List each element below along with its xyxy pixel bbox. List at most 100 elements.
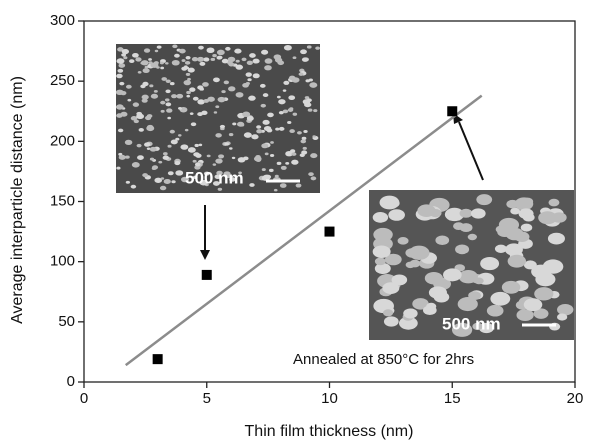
sem-grain — [519, 208, 534, 218]
sem-grain — [161, 77, 167, 81]
sem-grain — [435, 236, 449, 246]
sem-grain — [234, 49, 241, 54]
sem-grain — [199, 87, 204, 90]
sem-grain — [193, 152, 199, 156]
sem-grain — [198, 46, 204, 50]
sem-grain — [548, 199, 559, 207]
sem-grain — [129, 59, 134, 63]
sem-grain — [116, 58, 124, 64]
sem-grain — [160, 186, 166, 190]
sem-grain — [557, 304, 573, 315]
sem-grain — [373, 245, 391, 258]
sem-grain — [279, 111, 284, 114]
sem-grain — [430, 209, 442, 217]
sem-grain — [221, 90, 225, 93]
sem-grain — [300, 49, 307, 54]
sem-grain — [253, 59, 260, 64]
sem-grain — [182, 59, 186, 62]
sem-grain — [398, 237, 409, 245]
sem-grain — [289, 129, 295, 133]
sem-grain — [126, 85, 132, 89]
sem-grain — [213, 163, 217, 165]
sem-grain — [171, 180, 175, 183]
sem-grain — [256, 129, 262, 133]
sem-grain — [291, 160, 298, 165]
sem-grain — [288, 95, 295, 100]
sem-grain — [287, 121, 291, 124]
sem-grain — [165, 89, 170, 93]
sem-grain — [253, 73, 260, 78]
sem-grain — [299, 72, 304, 75]
sem-grain — [307, 98, 312, 102]
sem-grain — [468, 291, 481, 300]
annotation: Annealed at 850°C for 2hrs — [293, 351, 474, 368]
sem-grain — [117, 69, 123, 73]
sem-grain — [158, 161, 162, 164]
sem-grain — [308, 172, 314, 176]
sem-grain — [119, 82, 124, 86]
sem-grain — [251, 134, 258, 139]
x-tick-label: 0 — [80, 390, 88, 407]
y-axis-label: Average interparticle distance (nm) — [9, 76, 26, 324]
sem-grain — [490, 292, 510, 306]
sem-grain — [303, 147, 307, 150]
sem-grain — [285, 162, 289, 165]
sem-grain — [214, 111, 217, 113]
sem-grain — [136, 112, 142, 116]
sem-grain — [429, 286, 447, 299]
sem-grain — [152, 167, 157, 170]
sem-grain — [118, 63, 125, 68]
sem-grain — [166, 102, 172, 106]
sem-grain — [263, 93, 269, 97]
arrow — [459, 122, 483, 180]
sem-grain — [174, 161, 180, 165]
sem-grain — [160, 101, 165, 105]
sem-grain — [185, 67, 189, 70]
sem-grain — [215, 105, 219, 108]
sem-grain — [236, 92, 244, 97]
sem-grain — [256, 125, 261, 129]
sem-grain — [197, 112, 203, 116]
sem-grain — [455, 244, 469, 254]
sem-grain — [315, 46, 320, 49]
sem-grain — [127, 99, 131, 102]
x-tick-label: 15 — [444, 390, 461, 407]
sem-grain — [185, 61, 190, 65]
sem-grain — [277, 162, 282, 165]
sem-grain — [373, 228, 392, 242]
sem-grain — [157, 45, 162, 48]
sem-grain — [387, 199, 399, 207]
sem-grain — [192, 57, 198, 61]
sem-grain — [155, 50, 158, 52]
sem-grain — [382, 282, 399, 294]
sem-grain — [247, 78, 251, 81]
sem-grain — [236, 65, 244, 70]
sem-grain — [239, 123, 244, 126]
sem-grain — [262, 168, 266, 171]
sem-grain — [207, 47, 215, 53]
sem-grain — [242, 58, 247, 62]
sem-grain — [197, 99, 204, 104]
sem-grain — [242, 112, 250, 118]
sem-grain — [388, 209, 405, 221]
sem-grain — [154, 61, 159, 64]
scale-label: 500 nm — [185, 168, 244, 187]
sem-grain — [521, 224, 532, 232]
sem-grain — [119, 155, 126, 160]
sem-grain — [247, 61, 253, 65]
sem-grain — [311, 176, 317, 180]
sem-grain — [218, 154, 224, 158]
sem-grain — [228, 62, 234, 66]
sem-grain — [186, 56, 191, 60]
sem-grain — [423, 306, 437, 315]
sem-grain — [480, 257, 499, 270]
x-tick-label: 10 — [321, 390, 338, 407]
y-tick-label: 50 — [58, 313, 75, 330]
sem-grain — [125, 140, 133, 145]
sem-grain — [228, 57, 236, 62]
sem-grain — [116, 74, 123, 79]
sem-grain — [218, 97, 226, 103]
sem-grain — [199, 144, 203, 147]
sem-grain — [476, 194, 492, 205]
sem-grain — [137, 155, 144, 160]
